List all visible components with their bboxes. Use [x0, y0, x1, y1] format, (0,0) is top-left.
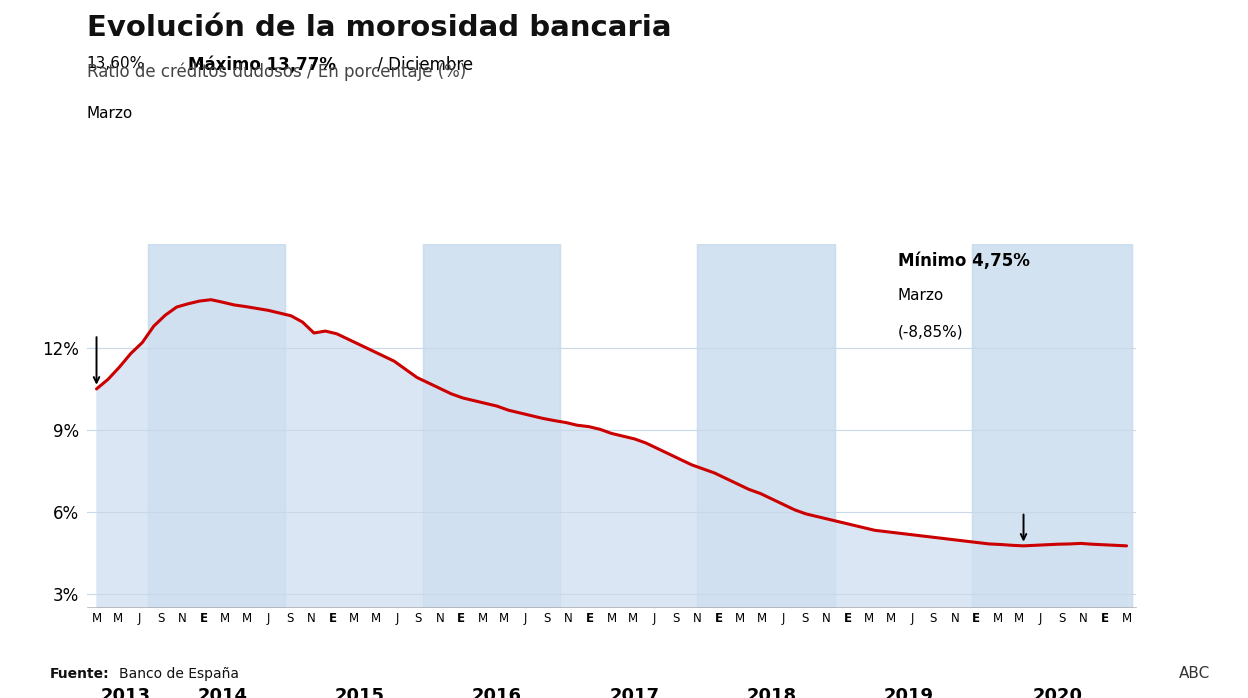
Text: 2015: 2015 — [334, 687, 384, 698]
Bar — [972, 244, 1132, 607]
Text: Banco de España: Banco de España — [119, 667, 238, 681]
Text: Ratio de créditos dudosos / En porcentaje (%): Ratio de créditos dudosos / En porcentaj… — [87, 63, 467, 82]
Text: 13,60%: 13,60% — [86, 56, 145, 70]
Bar — [149, 244, 286, 607]
Text: Evolución de la morosidad bancaria: Evolución de la morosidad bancaria — [87, 14, 671, 42]
Bar — [423, 244, 560, 607]
Text: 2016: 2016 — [472, 687, 522, 698]
Text: Marzo: Marzo — [897, 288, 943, 303]
Text: / Diciembre: / Diciembre — [372, 56, 473, 73]
Text: Fuente:: Fuente: — [50, 667, 110, 681]
Text: 2019: 2019 — [884, 687, 934, 698]
Text: 2014: 2014 — [197, 687, 247, 698]
Text: ABC: ABC — [1179, 666, 1211, 681]
Text: 2017: 2017 — [609, 687, 659, 698]
Text: Máximo 13,77%: Máximo 13,77% — [188, 56, 336, 73]
Text: (-8,85%): (-8,85%) — [897, 324, 963, 339]
Text: Marzo: Marzo — [86, 106, 132, 121]
Text: 2013: 2013 — [100, 687, 150, 698]
Text: Mínimo 4,75%: Mínimo 4,75% — [897, 251, 1030, 269]
Text: 2018: 2018 — [746, 687, 796, 698]
Text: 2020: 2020 — [1033, 687, 1083, 698]
Bar — [698, 244, 835, 607]
